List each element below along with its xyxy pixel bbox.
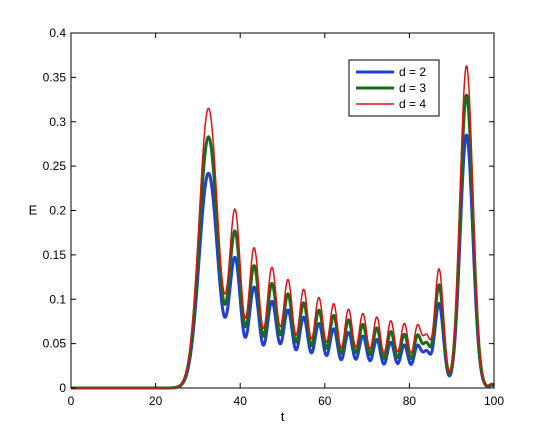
x-tick-label: 60	[318, 394, 332, 408]
y-tick-label: 0.15	[43, 248, 67, 262]
y-axis-label: E	[29, 203, 38, 218]
series-line-1	[69, 133, 496, 390]
axes-layer: 0 20 40 60 80 100 0 0.05 0.1 0.15 0.2 0.25 0.3 0.35 0.…	[43, 26, 505, 408]
x-tick-label: 40	[234, 394, 248, 408]
y-tick-label: 0.35	[43, 70, 67, 84]
x-tick-label: 100	[484, 394, 504, 408]
y-tick-label: 0.3	[49, 115, 66, 129]
x-tick-label: 80	[403, 394, 417, 408]
y-tick-label: 0.4	[49, 26, 66, 40]
y-tick-label: 0.05	[43, 337, 67, 351]
y-tick-label: 0.1	[49, 292, 66, 306]
x-tick-label: 0	[68, 394, 75, 408]
legend-label: d = 3	[399, 81, 426, 95]
legend-label: d = 4	[399, 97, 426, 111]
series-line-2	[69, 93, 496, 390]
y-tick-label: 0	[59, 381, 66, 395]
y-tick-label: 0.25	[43, 159, 67, 173]
legend: d = 2 d = 3 d = 4	[348, 59, 440, 117]
y-tick-label: 0.2	[49, 204, 66, 218]
series-layer	[69, 65, 496, 390]
legend-label: d = 2	[399, 65, 426, 79]
series-line-3	[70, 65, 495, 389]
x-tick-label: 20	[149, 394, 163, 408]
x-axis-label: t	[281, 409, 285, 424]
